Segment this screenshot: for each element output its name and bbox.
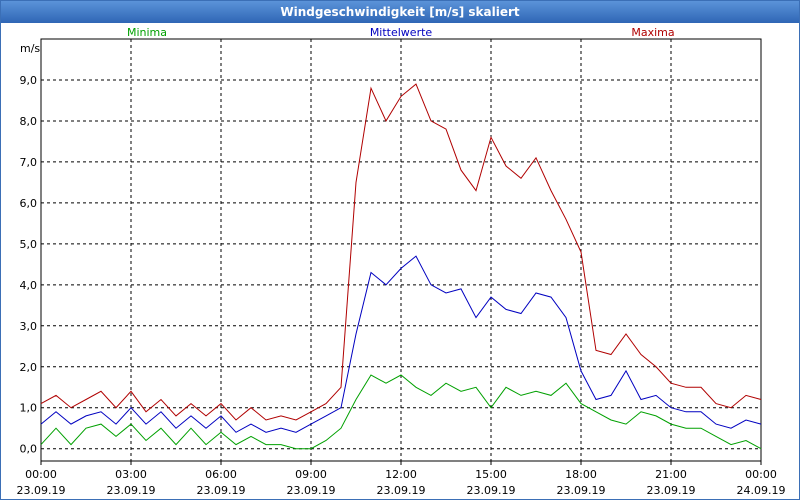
y-tick-label: 2,0 — [20, 361, 38, 374]
x-tick-time: 09:00 — [295, 468, 327, 481]
y-tick-label: 3,0 — [20, 320, 38, 333]
y-tick-label: 1,0 — [20, 402, 38, 415]
y-tick-label: 8,0 — [20, 115, 38, 128]
series-line-maxima — [40, 83, 762, 421]
legend-entry-minima: Minima — [127, 26, 167, 39]
x-tick-date: 24.09.19 — [737, 484, 786, 497]
y-tick-label: 6,0 — [20, 197, 38, 210]
legend: Minima Mittelwerte Maxima — [127, 26, 675, 39]
series-line-minima — [40, 374, 762, 450]
x-tick-date: 23.09.19 — [647, 484, 696, 497]
window-title: Windgeschwindigkeit [m/s] skaliert — [1, 1, 799, 23]
x-tick-date: 23.09.19 — [287, 484, 336, 497]
y-axis-ticks: 0,0 1,0 2,0 3,0 4,0 5,0 6,0 7,0 8,0 9,0 — [20, 74, 38, 456]
x-tick-date: 23.09.19 — [107, 484, 156, 497]
x-tick-date: 23.09.19 — [197, 484, 246, 497]
x-axis-ticks: 00:00 23.09.19 03:00 23.09.19 06:00 23.09.19 0… — [17, 461, 786, 497]
x-tick-time: 21:00 — [655, 468, 687, 481]
y-tick-label: 9,0 — [20, 74, 38, 87]
x-tick-time: 12:00 — [385, 468, 417, 481]
y-tick-label: 7,0 — [20, 156, 38, 169]
x-tick-date: 23.09.19 — [557, 484, 606, 497]
y-axis-label: m/s — [20, 42, 40, 55]
grid — [41, 39, 761, 461]
x-tick-time: 06:00 — [205, 468, 237, 481]
y-tick-label: 0,0 — [20, 443, 38, 456]
x-tick-date: 23.09.19 — [467, 484, 516, 497]
series-line-mittelwerte — [40, 255, 762, 433]
x-tick-time: 00:00 — [25, 468, 57, 481]
x-tick-time: 03:00 — [115, 468, 147, 481]
legend-entry-maxima: Maxima — [631, 26, 674, 39]
y-tick-label: 4,0 — [20, 279, 38, 292]
x-tick-date: 23.09.19 — [377, 484, 426, 497]
y-tick-label: 5,0 — [20, 238, 38, 251]
line-chart: m/s 0,0 1,0 2,0 3,0 4,0 5,0 6,0 7,0 8,0 9,0 00:00… — [17, 26, 786, 497]
x-tick-time: 15:00 — [475, 468, 507, 481]
x-tick-time: 00:00 — [745, 468, 777, 481]
x-tick-date: 23.09.19 — [17, 484, 66, 497]
x-tick-time: 18:00 — [565, 468, 597, 481]
legend-entry-mittelwerte: Mittelwerte — [370, 26, 433, 39]
series-group — [40, 83, 762, 450]
